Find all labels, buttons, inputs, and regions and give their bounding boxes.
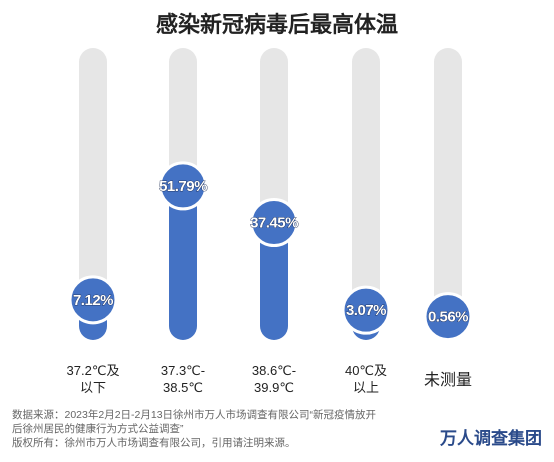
category-label: 40℃及 以上 <box>344 363 388 395</box>
bar <box>260 222 288 340</box>
value-label: 3.07% <box>346 302 386 319</box>
category-label: 38.6℃- 39.9℃ <box>251 363 297 395</box>
value-label: 7.12% <box>73 292 113 309</box>
value-badge <box>341 285 391 335</box>
value-badge <box>158 161 208 211</box>
chart-title: 感染新冠病毒后最高体温 <box>156 12 398 37</box>
category-label: 37.2℃及 以下 <box>66 363 120 395</box>
copyright-note: 版权所有：徐州市万人市场调查有限公司，引用请注明来源。 <box>12 437 296 449</box>
value-label: 37.45% <box>250 214 298 231</box>
track <box>79 48 107 340</box>
value-label: 51.79% <box>159 178 207 195</box>
category-label: 37.3℃- 38.5℃ <box>160 363 206 395</box>
bar <box>169 185 197 340</box>
track <box>434 48 462 340</box>
value-badge <box>423 292 473 342</box>
value-badge <box>249 198 299 248</box>
logo: 万人调查集团 <box>440 429 542 448</box>
value-label: 0.56% <box>428 309 468 326</box>
value-badge <box>68 275 118 325</box>
category-label: 未测量 <box>423 372 472 389</box>
track <box>352 48 380 340</box>
source-note: 数据来源：2023年2月2日-2月13日徐州市万人市场调查有限公司“新冠疫情放开… <box>12 409 377 435</box>
